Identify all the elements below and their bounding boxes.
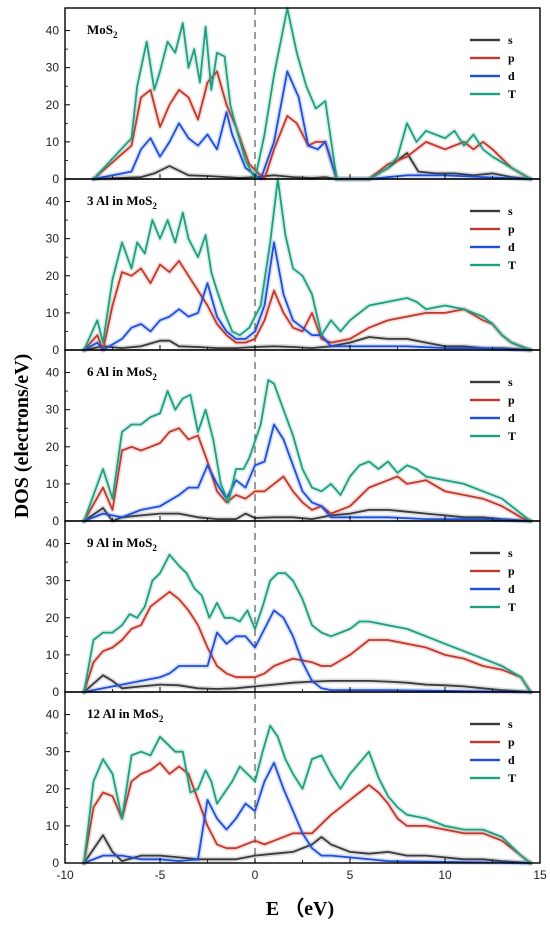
series-T-line — [83, 178, 532, 351]
x-tick-label: 0 — [252, 868, 259, 882]
x-tick-label: 5 — [347, 868, 354, 882]
panel-title: 12 Al in MoS2 — [87, 706, 164, 724]
panel-title: 6 Al in MoS2 — [87, 364, 157, 382]
y-tick-label: 0 — [52, 856, 59, 870]
legend-label-d: d — [508, 753, 515, 767]
y-tick-label: 0 — [52, 172, 59, 186]
series-d-line — [83, 609, 532, 693]
y-tick-label: 10 — [46, 819, 60, 833]
y-tick-label: 20 — [46, 782, 60, 796]
y-tick-label: 20 — [46, 611, 60, 625]
series-p-glow — [81, 258, 533, 353]
x-tick-label: -5 — [155, 868, 166, 882]
y-tick-label: 10 — [46, 648, 60, 662]
y-tick-label: 30 — [46, 745, 60, 759]
legend-label-s: s — [508, 546, 513, 560]
y-tick-label: 40 — [46, 708, 60, 722]
y-tick-label: 30 — [46, 61, 60, 75]
series-T-line — [92, 7, 532, 180]
legend-label-d: d — [508, 69, 515, 83]
series-s-line — [92, 152, 532, 180]
series-d-glow — [81, 239, 533, 353]
y-tick-label: 10 — [46, 135, 60, 149]
y-tick-label: 40 — [46, 24, 60, 38]
legend-label-T: T — [508, 87, 516, 101]
series-s-line — [83, 674, 532, 693]
series-p-line — [83, 590, 532, 693]
legend-label-T: T — [508, 429, 516, 443]
y-tick-label: 0 — [52, 514, 59, 528]
legend-label-p: p — [508, 735, 515, 749]
series-p-line — [83, 260, 532, 351]
legend-label-p: p — [508, 222, 515, 236]
series-s-line — [83, 834, 532, 864]
panel-title: MoS2 — [87, 22, 118, 40]
y-tick-label: 20 — [46, 98, 60, 112]
series-p-line — [83, 427, 532, 522]
series-T-line — [83, 379, 532, 522]
legend-label-p: p — [508, 564, 515, 578]
y-tick-label: 30 — [46, 403, 60, 417]
legend-label-s: s — [508, 204, 513, 218]
y-tick-label: 30 — [46, 232, 60, 246]
y-tick-label: 20 — [46, 440, 60, 454]
series-d-line — [83, 423, 532, 522]
y-tick-label: 0 — [52, 343, 59, 357]
series-T-line — [83, 724, 532, 864]
legend-label-p: p — [508, 393, 515, 407]
panel-title: 9 Al in MoS2 — [87, 535, 157, 553]
legend-label-d: d — [508, 411, 515, 425]
y-tick-label: 0 — [52, 685, 59, 699]
panel-title: 3 Al in MoS2 — [87, 193, 157, 211]
legend-label-s: s — [508, 33, 513, 47]
x-axis-label: E （eV) — [266, 897, 334, 920]
legend-label-p: p — [508, 51, 515, 65]
series-p-line — [83, 761, 532, 864]
y-tick-label: 10 — [46, 306, 60, 320]
y-tick-label: 40 — [46, 366, 60, 380]
x-tick-label: 10 — [438, 868, 452, 882]
y-tick-label: 20 — [46, 269, 60, 283]
x-tick-label: 15 — [533, 868, 547, 882]
y-tick-label: 30 — [46, 574, 60, 588]
series-s-line — [83, 507, 532, 522]
legend-label-T: T — [508, 258, 516, 272]
series-d-line — [83, 241, 532, 351]
legend-label-T: T — [508, 771, 516, 785]
legend-label-d: d — [508, 582, 515, 596]
legend-label-s: s — [508, 375, 513, 389]
series-T-line — [83, 553, 532, 693]
x-tick-label: -10 — [56, 868, 74, 882]
legend-label-d: d — [508, 240, 515, 254]
y-tick-label: 40 — [46, 195, 60, 209]
legend-label-T: T — [508, 600, 516, 614]
y-axis-label: DOS (electrons/eV) — [11, 354, 33, 519]
legend-label-s: s — [508, 717, 513, 731]
y-tick-label: 10 — [46, 477, 60, 491]
series-p-line — [92, 70, 532, 180]
y-tick-label: 40 — [46, 537, 60, 551]
